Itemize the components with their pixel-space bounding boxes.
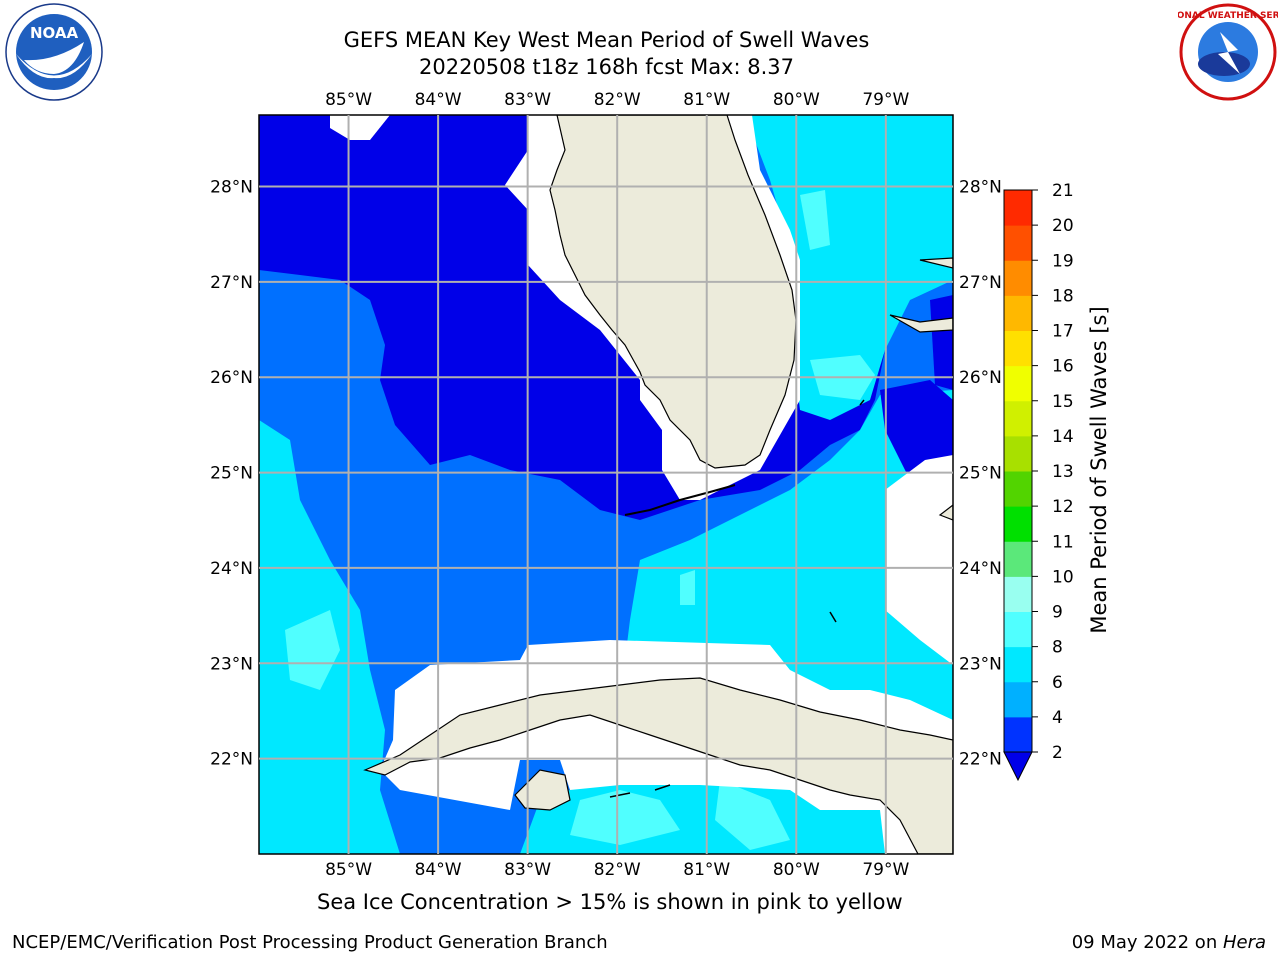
colorbar-swatch [1004,646,1032,683]
colorbar-tick-label: 20 [1052,216,1074,236]
footer-date-text: 09 May 2022 on [1071,932,1223,953]
colorbar: 2 4 6 8 9 10 11 12 13 14 15 16 17 18 19 20 21 [1003,181,1074,782]
lon-tick-label-top: 84°W [415,90,462,110]
lon-tick-label-bottom: 79°W [862,860,909,880]
lat-tick-label-right: 25°N [959,464,1002,484]
lat-tick-label-right: 26°N [959,368,1002,388]
lon-tick-label-bottom: 85°W [325,860,372,880]
lon-tick-label-top: 79°W [862,90,909,110]
lat-tick-label-right: 27°N [959,273,1002,293]
band-6-8 [285,610,340,690]
colorbar-tick-label: 10 [1052,567,1074,587]
florida-land [549,115,797,469]
colorbar-swatch [1004,295,1032,331]
colorbar-tick-label: 17 [1052,322,1074,342]
colorbar-swatch [1004,330,1032,367]
lat-tick-label-left: 26°N [210,368,253,388]
lat-tick-label-left: 23°N [210,654,253,674]
isla-juventud [514,769,571,811]
colorbar-tick-label: 19 [1052,251,1074,271]
map-tick-labels: 85°W 85°W 84°W 84°W 83°W 83°W 82°W 82°W 81°W 81°W… [210,90,1002,880]
lon-tick-label-bottom: 84°W [415,860,462,880]
lat-tick-label-left: 22°N [210,750,253,770]
cuba-land [363,677,953,854]
lon-tick-label-bottom: 80°W [773,860,820,880]
cuba-landmask [380,640,953,854]
lon-tick-label-top: 81°W [683,90,730,110]
lat-tick-label-left: 25°N [210,464,253,484]
nws-logo: NATIONAL WEATHER SERVICE [1178,3,1278,101]
colorbar-tick-label: 4 [1052,708,1063,728]
colorbar-tick-label: 6 [1052,673,1063,693]
sea-ice-note: Sea Ice Concentration > 15% is shown in … [317,890,903,914]
lon-tick-label-bottom: 83°W [504,860,551,880]
colorbar-tick-label: 9 [1052,603,1063,623]
noaa-logo-text: NOAA [30,24,79,42]
lon-tick-label-top: 80°W [773,90,820,110]
colorbar-tick-label: 14 [1052,427,1074,447]
colorbar-swatch [1004,190,1032,226]
colorbar-swatch [1004,260,1032,296]
colorbar-swatch [1004,225,1032,261]
footer-date: 09 May 2022 on Hera [1072,932,1266,953]
colorbar-extend-triangle [1003,751,1033,782]
lon-tick-label-top: 83°W [504,90,551,110]
colorbar-tick-label: 15 [1052,392,1074,412]
colorbar-tick-label: 21 [1052,181,1074,201]
chart-title: GEFS MEAN Key West Mean Period of Swell … [343,28,870,52]
map-gridlines [259,115,953,854]
lat-tick-label-right: 24°N [959,559,1002,579]
contour-fill-layer [259,115,953,854]
svg-text:NATIONAL WEATHER SERVICE: NATIONAL WEATHER SERVICE [1178,11,1278,21]
lat-tick-label-right: 28°N [959,178,1002,198]
colorbar-swatch [1004,435,1032,472]
colorbar-tick-label: 11 [1052,532,1074,552]
colorbar-swatch [1004,716,1032,753]
colorbar-swatch [1004,400,1032,437]
lat-tick-label-right: 22°N [959,750,1002,770]
colorbar-swatch [1004,611,1032,648]
colorbar-swatch [1004,365,1032,402]
colorbar-tick-label: 2 [1052,743,1063,763]
lon-tick-label-bottom: 82°W [594,860,641,880]
lat-tick-label-left: 28°N [210,178,253,198]
lat-tick-label-right: 23°N [959,654,1002,674]
colorbar-swatch [1004,541,1032,577]
colorbar-swatch [1004,506,1032,542]
colorbar-tick-label: 16 [1052,357,1074,377]
lon-tick-label-top: 85°W [325,90,372,110]
chart-subtitle: 20220508 t18z 168h fcst Max: 8.37 [419,55,794,79]
colorbar-swatch [1004,681,1032,718]
colorbar-tick-label: 12 [1052,497,1074,517]
colorbar-label: Mean Period of Swell Waves [s] [1087,306,1111,633]
noaa-logo: NOAA [5,3,103,101]
colorbar-tick-label: 13 [1052,462,1074,482]
colorbar-swatch [1004,471,1032,507]
lat-tick-label-left: 24°N [210,559,253,579]
lon-tick-label-bottom: 81°W [683,860,730,880]
colorbar-tick-label: 18 [1052,286,1074,306]
footer-host: Hera [1222,932,1266,953]
grand-bahama [889,314,953,333]
lat-tick-label-left: 27°N [210,273,253,293]
lon-tick-label-top: 82°W [594,90,641,110]
footer-branch: NCEP/EMC/Verification Post Processing Pr… [12,932,608,953]
colorbar-tick-label: 8 [1052,638,1063,658]
colorbar-swatch [1004,576,1032,612]
